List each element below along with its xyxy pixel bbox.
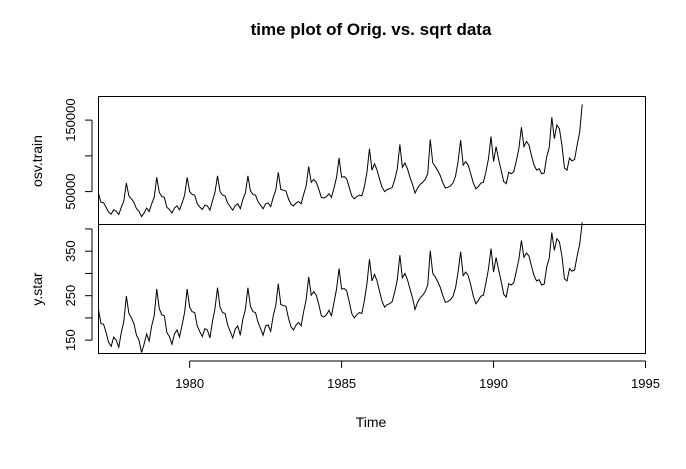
panel-bottom-y-axis: 150 250 350 — [63, 228, 93, 351]
panel-top-y-label: osv.train — [29, 135, 45, 187]
x-axis: 1980 1985 1990 1995 — [175, 360, 660, 391]
panel-bottom-frame — [98, 224, 646, 354]
panel-top: 50000 150000 osv.train — [29, 96, 646, 225]
chart-title: time plot of Orig. vs. sqrt data — [251, 20, 492, 39]
x-tick-label: 1985 — [327, 376, 356, 391]
panel-bottom: 150 250 350 y.star — [29, 222, 646, 354]
x-tick-label: 1995 — [631, 376, 660, 391]
panel-bottom-y-tick-label: 350 — [63, 240, 78, 262]
panel-top-series-line — [98, 104, 583, 218]
panel-top-y-axis: 50000 150000 — [63, 98, 93, 210]
x-tick-label: 1990 — [479, 376, 508, 391]
panel-bottom-y-label: y.star — [29, 272, 45, 306]
panel-top-y-tick-label: 150000 — [63, 98, 78, 141]
panel-bottom-series-line — [98, 222, 583, 353]
panel-bottom-y-tick-label: 150 — [63, 329, 78, 351]
x-tick-label: 1980 — [175, 376, 204, 391]
x-axis-label: Time — [356, 414, 387, 430]
panel-top-y-tick-label: 50000 — [63, 174, 78, 210]
panel-bottom-y-tick-label: 250 — [63, 285, 78, 307]
